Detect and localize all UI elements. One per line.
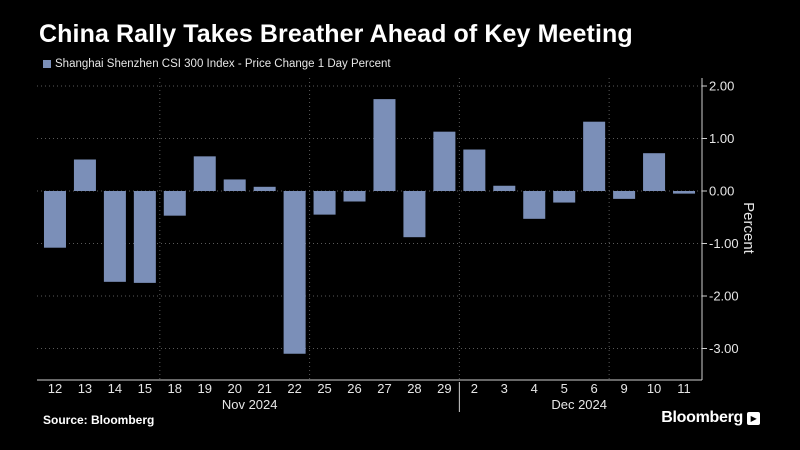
bar-14: [103, 191, 126, 282]
bar-19: [193, 156, 216, 191]
bloomberg-logo: Bloomberg ▶: [661, 409, 760, 427]
x-tick-label: 4: [531, 381, 538, 396]
x-tick-label: 10: [647, 381, 661, 396]
x-tick-label: 12: [48, 381, 62, 396]
bar-10: [643, 153, 666, 191]
x-tick-label: 9: [620, 381, 627, 396]
x-tick-label: 20: [227, 381, 241, 396]
y-tick-label: 0.00: [709, 184, 734, 199]
x-tick-label: 27: [377, 381, 391, 396]
bar-27: [373, 99, 396, 191]
bar-5: [553, 191, 576, 203]
month-label: Nov 2024: [222, 397, 278, 412]
x-tick-label: 2: [471, 381, 478, 396]
bar-13: [73, 159, 96, 191]
x-tick-label: 3: [501, 381, 508, 396]
bar-25: [313, 191, 336, 215]
x-tick-label: 22: [287, 381, 301, 396]
x-tick-label: 29: [437, 381, 451, 396]
bar-4: [523, 191, 546, 219]
bar-29: [433, 131, 456, 191]
x-tick-label: 15: [138, 381, 152, 396]
bar-6: [583, 121, 606, 191]
x-tick-label: 18: [168, 381, 182, 396]
x-tick-label: 14: [108, 381, 122, 396]
bar-28: [403, 191, 426, 238]
bar-11: [673, 191, 696, 194]
legend-label: Shanghai Shenzhen CSI 300 Index - Price …: [55, 58, 391, 70]
x-tick-label: 28: [407, 381, 421, 396]
bar-21: [253, 186, 276, 191]
x-tick-label: 5: [561, 381, 568, 396]
y-tick-label: 2.00: [709, 79, 734, 94]
legend-swatch: [43, 60, 51, 68]
bar-9: [613, 191, 636, 199]
chart-title: China Rally Takes Breather Ahead of Key …: [39, 20, 633, 48]
x-tick-label: 11: [677, 381, 691, 396]
bar-3: [493, 185, 516, 191]
bar-22: [283, 191, 306, 354]
bar-20: [223, 179, 246, 191]
bar-15: [133, 191, 156, 283]
y-axis-title: Percent: [740, 202, 757, 255]
terminal-icon: ▶: [747, 411, 760, 425]
source-note: Source: Bloomberg: [43, 413, 155, 427]
bar-26: [343, 191, 366, 202]
month-label: Dec 2024: [551, 397, 607, 412]
x-tick-label: 25: [317, 381, 331, 396]
x-tick-label: 6: [591, 381, 598, 396]
x-tick-label: 21: [257, 381, 271, 396]
y-tick-label: -3.00: [709, 341, 739, 356]
x-tick-label: 26: [347, 381, 361, 396]
y-tick-label: 1.00: [709, 131, 734, 146]
y-tick-label: -2.00: [709, 289, 739, 304]
bar-2: [463, 149, 486, 191]
y-tick-label: -1.00: [709, 236, 739, 251]
legend: Shanghai Shenzhen CSI 300 Index - Price …: [43, 58, 391, 70]
bar-18: [163, 191, 186, 216]
x-tick-label: 13: [78, 381, 92, 396]
x-tick-label: 19: [198, 381, 212, 396]
bar-12: [43, 191, 66, 248]
brand-label: Bloomberg: [661, 409, 743, 426]
